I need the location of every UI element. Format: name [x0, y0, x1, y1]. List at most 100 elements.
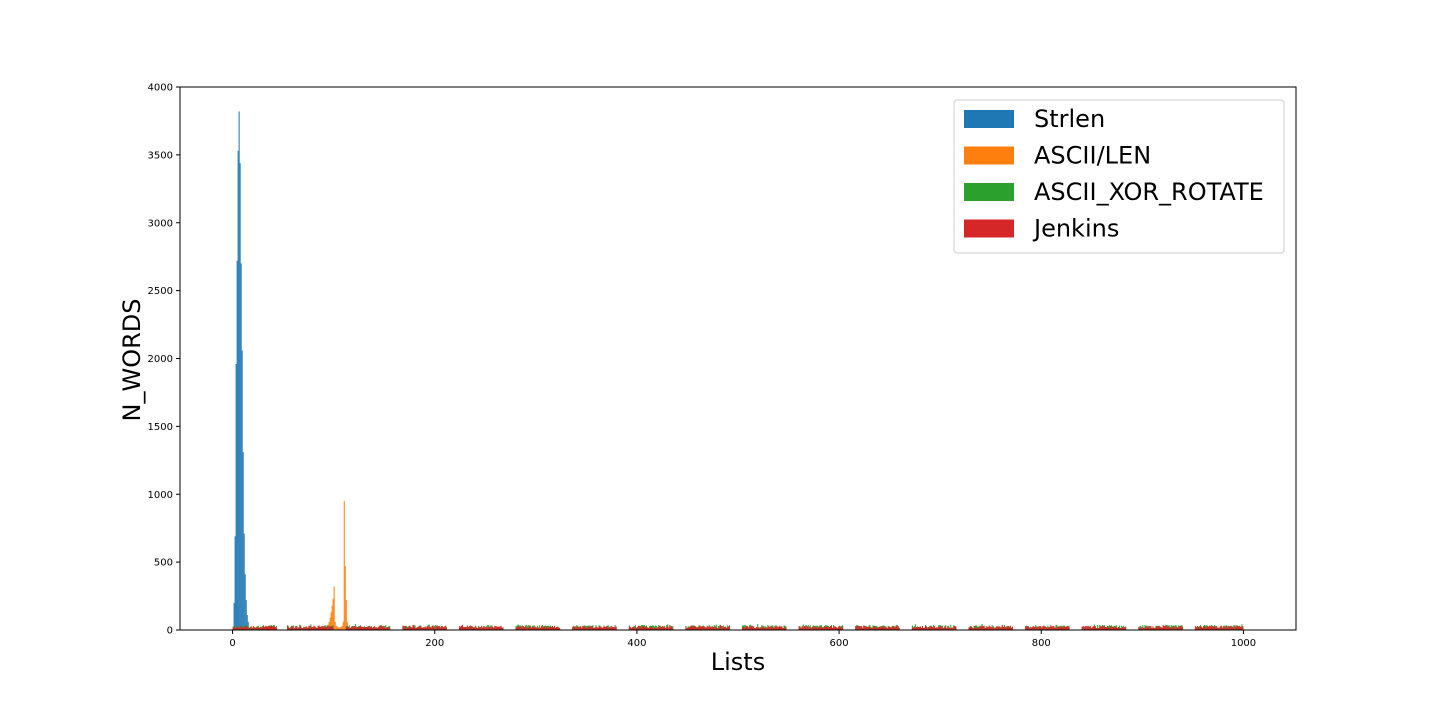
- bar: [1026, 625, 1028, 630]
- bar: [242, 452, 244, 630]
- bar: [949, 627, 951, 630]
- bar: [753, 626, 755, 630]
- bar: [1180, 625, 1182, 630]
- bar: [368, 626, 370, 630]
- bar: [1211, 626, 1213, 630]
- bar: [588, 627, 590, 630]
- bar: [405, 625, 407, 630]
- bar: [725, 628, 727, 630]
- bar: [430, 627, 432, 630]
- bar: [255, 628, 257, 630]
- bar: [269, 626, 271, 630]
- bar: [719, 624, 721, 630]
- bar: [712, 626, 714, 630]
- bar: [911, 627, 913, 630]
- bar: [489, 626, 491, 630]
- bar: [292, 625, 294, 630]
- bar: [987, 626, 989, 630]
- bar: [336, 626, 338, 630]
- bar: [1000, 627, 1002, 630]
- bar: [661, 626, 663, 630]
- bar: [1158, 625, 1160, 630]
- bar: [1139, 626, 1141, 630]
- bar: [363, 627, 365, 630]
- bar: [814, 627, 816, 630]
- bar: [1125, 626, 1127, 630]
- bar: [874, 626, 876, 630]
- bar: [1219, 627, 1221, 630]
- bar: [473, 627, 475, 630]
- y-tick-label: 3000: [148, 218, 173, 229]
- bar: [382, 626, 384, 630]
- bar: [1098, 625, 1100, 630]
- bar: [1098, 628, 1100, 630]
- bar: [609, 627, 611, 630]
- x-axis-ticks: 0 200 400 600 800 1000: [229, 630, 1256, 649]
- bar: [1173, 625, 1175, 630]
- bar: [1178, 626, 1180, 630]
- bar: [288, 627, 290, 630]
- bar: [249, 627, 251, 630]
- bar: [1199, 626, 1201, 630]
- bar: [546, 628, 548, 630]
- bar: [1213, 626, 1215, 630]
- bar: [351, 626, 353, 630]
- bar: [1061, 627, 1063, 630]
- bar: [754, 628, 756, 630]
- bar: [1224, 627, 1226, 630]
- bar: [918, 626, 920, 630]
- bar: [1195, 628, 1197, 630]
- bar: [547, 627, 549, 630]
- bar: [697, 626, 699, 630]
- bar: [257, 627, 259, 630]
- bar: [1087, 625, 1089, 630]
- bar: [522, 625, 524, 630]
- bar: [1212, 625, 1214, 630]
- bar: [357, 627, 359, 630]
- bar: [915, 627, 917, 630]
- bar: [952, 628, 954, 630]
- bar: [267, 626, 269, 630]
- bar: [1004, 627, 1006, 630]
- bar: [311, 627, 313, 630]
- bar: [1059, 626, 1061, 630]
- bar: [1228, 626, 1230, 630]
- bar: [243, 625, 245, 630]
- bar: [338, 627, 340, 630]
- bar: [1099, 626, 1101, 630]
- bar: [782, 628, 784, 630]
- bar: [978, 627, 980, 630]
- bar: [690, 625, 692, 630]
- bar: [839, 625, 841, 630]
- bar: [533, 627, 535, 630]
- bar: [879, 627, 881, 630]
- bar: [970, 626, 972, 630]
- bar: [995, 626, 997, 630]
- x-tick-label: 0: [229, 638, 235, 649]
- bar: [925, 626, 927, 630]
- bar: [1068, 627, 1070, 630]
- bar: [932, 626, 934, 630]
- bar: [486, 627, 488, 630]
- bar: [388, 626, 390, 630]
- bar: [892, 625, 894, 630]
- bar: [380, 625, 382, 630]
- bar: [1233, 627, 1235, 630]
- bar: [638, 625, 640, 630]
- bar: [423, 628, 425, 630]
- bar: [667, 626, 669, 630]
- bar: [881, 627, 883, 630]
- bar: [243, 533, 245, 630]
- bar: [317, 626, 319, 630]
- bar: [1220, 626, 1222, 630]
- bar: [1107, 627, 1109, 630]
- bar: [701, 626, 703, 630]
- bar: [1238, 626, 1240, 630]
- bar: [653, 625, 655, 630]
- bar: [573, 625, 575, 630]
- bar: [717, 625, 719, 630]
- bar: [930, 625, 932, 630]
- bar: [744, 628, 746, 630]
- bar: [526, 628, 528, 630]
- bar: [715, 626, 717, 630]
